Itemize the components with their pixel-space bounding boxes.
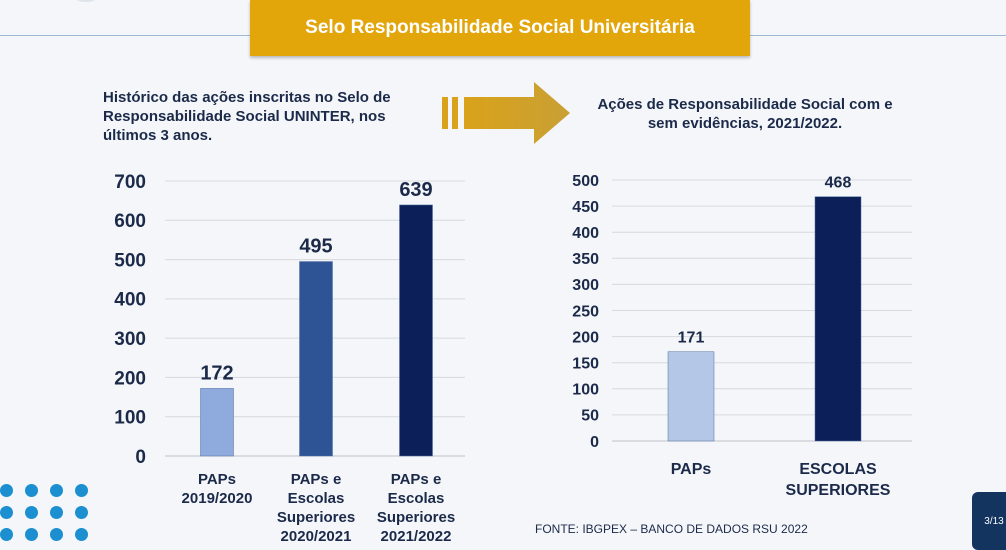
left-y-tick-label: 0 <box>135 447 146 468</box>
right-category-label-1: PAPs <box>671 461 712 478</box>
left-chart-caption: Histórico das ações inscritas no Selo de… <box>103 89 391 144</box>
dot-decoration <box>75 528 88 541</box>
page-indicator[interactable]: 3/13 <box>972 492 1006 550</box>
bar-chart-history: 0 100 200 300 400 500 600 700 172 PAPs 2019/2020 49… <box>114 172 465 544</box>
right-y-tick-label: 450 <box>572 199 599 216</box>
dot-decoration <box>25 506 38 519</box>
page-number: 3/13 <box>984 515 1004 527</box>
right-y-tick-label: 300 <box>572 277 599 294</box>
bar-chart-evidence: 0 50 100 150 200 250 300 350 400 450 500 171 PAPs 468… <box>572 173 912 499</box>
right-y-tick-label: 100 <box>572 382 599 399</box>
right-y-tick-label: 150 <box>572 355 599 372</box>
page-title: Selo Responsabilidade Social Universitár… <box>250 0 750 56</box>
dot-decoration <box>50 484 63 497</box>
left-category-label-3: PAPs e Escolas Superiores 2021/2022 <box>377 471 455 544</box>
dot-decoration <box>75 484 88 497</box>
left-bar-2 <box>299 261 333 457</box>
left-y-tick-label: 700 <box>114 172 146 193</box>
right-y-tick-label: 250 <box>572 303 599 320</box>
right-bar-2 <box>814 196 862 442</box>
right-y-tick-label: 400 <box>572 225 599 242</box>
left-category-label-1: PAPs 2019/2020 <box>182 471 253 507</box>
left-y-tick-label: 500 <box>114 250 146 271</box>
arrow-right-icon <box>442 82 570 144</box>
left-data-label-2: 495 <box>299 236 332 258</box>
left-bar-3 <box>399 204 433 457</box>
right-y-tick-label: 50 <box>581 408 599 425</box>
corner-decoration <box>70 0 102 2</box>
dot-decoration <box>25 484 38 497</box>
right-y-tick-label: 500 <box>572 173 599 190</box>
source-note: FONTE: IBGPEX – BANCO DE DADOS RSU 2022 <box>535 522 808 536</box>
right-y-tick-label: 350 <box>572 251 599 268</box>
dot-decoration <box>25 528 38 541</box>
right-data-label-1: 171 <box>678 330 705 347</box>
dot-decoration <box>0 506 13 519</box>
left-y-tick-label: 300 <box>114 329 146 350</box>
right-chart-caption: Ações de Responsabilidade Social com e s… <box>597 96 893 132</box>
left-bar-1 <box>200 388 234 457</box>
dot-decoration <box>50 528 63 541</box>
right-y-tick-label: 0 <box>590 434 599 451</box>
right-y-tick-label: 200 <box>572 329 599 346</box>
dot-decoration <box>50 506 63 519</box>
left-data-label-3: 639 <box>399 179 432 201</box>
dot-decoration <box>75 506 88 519</box>
dot-decoration <box>0 528 13 541</box>
left-category-label-2: PAPs e Escolas Superiores 2020/2021 <box>277 471 355 544</box>
left-y-tick-label: 200 <box>114 368 146 389</box>
right-data-label-2: 468 <box>825 175 852 192</box>
right-bar-1 <box>667 351 715 442</box>
left-y-tick-label: 100 <box>114 408 146 429</box>
left-y-tick-label: 600 <box>114 211 146 232</box>
dots-decoration <box>0 484 110 544</box>
left-data-label-1: 172 <box>200 362 233 384</box>
left-y-tick-label: 400 <box>114 290 146 311</box>
dot-decoration <box>0 484 13 497</box>
right-category-label-2: ESCOLAS SUPERIORES <box>786 461 891 499</box>
